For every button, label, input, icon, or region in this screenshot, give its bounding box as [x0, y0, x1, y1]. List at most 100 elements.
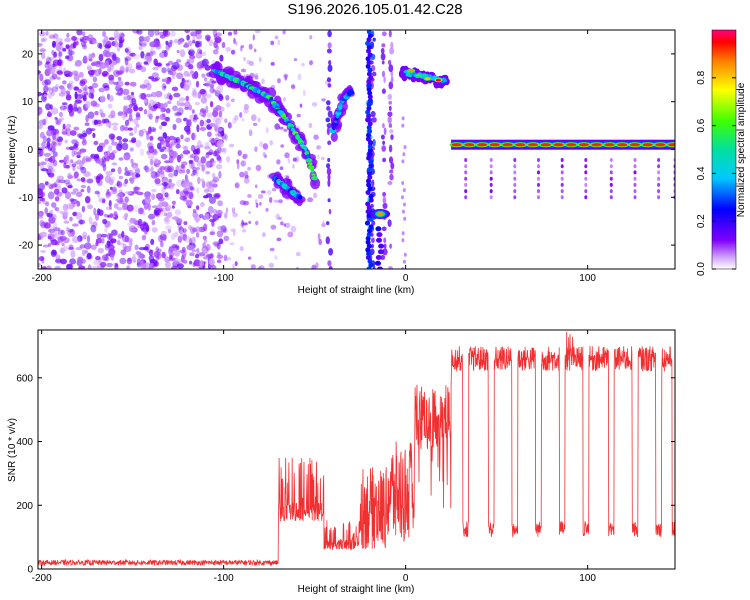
- noise-speckle: [104, 226, 108, 233]
- noise-speckle: [276, 159, 281, 165]
- noise-speckle: [73, 102, 77, 111]
- figure-title: S196.2026.105.01.42.C28: [287, 1, 462, 18]
- noise-speckle: [68, 110, 75, 117]
- noise-speckle: [140, 66, 147, 73]
- noise-speckle: [275, 213, 280, 220]
- steady-band-tail: [537, 170, 540, 175]
- noise-speckle: [197, 48, 202, 54]
- noise-speckle: [217, 116, 224, 120]
- noise-speckle: [61, 102, 68, 106]
- streak-cell: [390, 71, 394, 77]
- noise-speckle: [62, 47, 67, 52]
- noise-speckle: [143, 61, 148, 65]
- noise-speckle: [137, 207, 145, 215]
- noise-speckle: [69, 130, 77, 136]
- noise-speckle: [41, 168, 48, 172]
- noise-speckle: [175, 143, 181, 149]
- noise-speckle: [196, 167, 201, 170]
- noise-speckle: [154, 30, 160, 36]
- noise-speckle: [209, 122, 216, 127]
- noise-speckle: [47, 243, 52, 247]
- noise-speckle: [38, 262, 41, 268]
- noise-speckle: [88, 92, 94, 99]
- noise-speckle: [187, 48, 195, 52]
- noise-speckle: [39, 231, 48, 238]
- column-cell: [366, 44, 372, 50]
- noise-speckle: [197, 176, 201, 185]
- noise-speckle: [265, 207, 269, 212]
- noise-speckle: [168, 94, 173, 101]
- streak-cell: [381, 43, 386, 48]
- noise-speckle: [250, 264, 256, 269]
- column-cell: [368, 193, 374, 199]
- noise-speckle: [149, 171, 154, 176]
- noise-speckle: [157, 136, 164, 142]
- noise-speckle: [161, 78, 166, 83]
- noise-speckle: [161, 83, 167, 91]
- noise-speckle: [121, 113, 127, 119]
- noise-speckle: [93, 69, 101, 77]
- noise-speckle: [88, 58, 93, 62]
- noise-speckle: [73, 150, 78, 156]
- noise-speckle: [79, 166, 85, 170]
- noise-speckle: [106, 262, 113, 268]
- noise-speckle: [208, 196, 216, 204]
- noise-speckle: [215, 133, 221, 137]
- noise-speckle: [135, 139, 142, 148]
- noise-speckle: [99, 108, 104, 115]
- noise-speckle: [38, 43, 43, 47]
- noise-speckle: [76, 237, 81, 243]
- noise-speckle: [311, 102, 318, 107]
- noise-speckle: [277, 39, 280, 46]
- noise-speckle: [92, 76, 98, 83]
- noise-speckle: [38, 124, 43, 130]
- noise-speckle: [196, 187, 200, 194]
- noise-speckle: [205, 93, 212, 99]
- snr-y-tick-label: 0: [27, 565, 33, 576]
- spectrogram-low-blob: [370, 209, 391, 269]
- column-cell: [365, 239, 371, 245]
- noise-speckle: [184, 30, 190, 34]
- noise-speckle: [172, 123, 177, 131]
- noise-speckle: [157, 197, 165, 202]
- noise-speckle: [164, 165, 172, 173]
- noise-speckle: [196, 124, 200, 133]
- noise-speckle: [175, 59, 182, 63]
- noise-speckle: [233, 229, 236, 237]
- noise-speckle: [64, 191, 72, 200]
- noise-speckle: [76, 154, 81, 159]
- streak-cell: [382, 202, 388, 209]
- noise-speckle: [160, 240, 164, 248]
- column-cell: [367, 82, 372, 88]
- noise-speckle: [148, 76, 155, 80]
- noise-speckle: [177, 107, 184, 115]
- noise-speckle: [83, 171, 91, 177]
- steady-band-peak: [553, 143, 564, 147]
- noise-speckle: [72, 223, 79, 227]
- noise-speckle: [171, 73, 176, 80]
- noise-speckle: [184, 106, 190, 110]
- noise-speckle: [87, 264, 92, 269]
- noise-speckle: [204, 34, 211, 41]
- noise-speckle: [209, 87, 215, 94]
- noise-speckle: [178, 249, 186, 254]
- noise-speckle: [212, 30, 218, 38]
- noise-speckle: [287, 157, 291, 164]
- noise-speckle: [93, 140, 99, 146]
- noise-speckle: [48, 216, 56, 224]
- noise-speckle: [118, 175, 124, 180]
- noise-speckle: [81, 91, 89, 97]
- noise-speckle: [176, 263, 184, 269]
- noise-speckle: [73, 86, 79, 91]
- noise-speckle: [192, 169, 198, 176]
- noise-speckle: [99, 62, 103, 71]
- noise-speckle: [219, 95, 224, 101]
- noise-speckle: [188, 191, 194, 200]
- noise-speckle: [71, 36, 77, 41]
- noise-speckle: [138, 129, 144, 137]
- noise-speckle: [63, 179, 71, 184]
- noise-speckle: [42, 200, 50, 205]
- noise-speckle: [124, 245, 132, 252]
- y-tick-label: 10: [22, 97, 34, 108]
- noise-speckle: [89, 40, 93, 45]
